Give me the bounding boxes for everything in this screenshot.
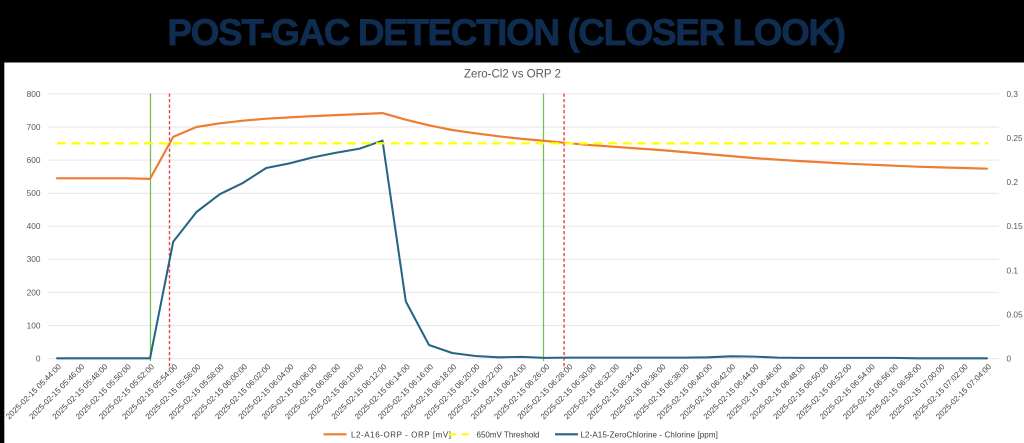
svg-text:700: 700 bbox=[27, 122, 41, 132]
svg-text:600: 600 bbox=[27, 155, 41, 165]
svg-text:0.05: 0.05 bbox=[1007, 309, 1024, 319]
svg-text:0: 0 bbox=[36, 354, 41, 364]
svg-text:0.25: 0.25 bbox=[1007, 133, 1024, 143]
svg-text:0.15: 0.15 bbox=[1007, 221, 1024, 231]
svg-text:0.1: 0.1 bbox=[1007, 265, 1019, 275]
svg-text:500: 500 bbox=[27, 188, 41, 198]
svg-text:POST-GAC DETECTION (CLOSER LOO: POST-GAC DETECTION (CLOSER LOOK) bbox=[167, 12, 844, 53]
svg-text:100: 100 bbox=[27, 320, 41, 330]
svg-text:200: 200 bbox=[27, 287, 41, 297]
svg-text:0.2: 0.2 bbox=[1007, 177, 1019, 187]
svg-text:Zero-Cl2 vs ORP 2: Zero-Cl2 vs ORP 2 bbox=[464, 69, 561, 81]
svg-text:0.3: 0.3 bbox=[1007, 89, 1019, 99]
svg-text:400: 400 bbox=[27, 221, 41, 231]
svg-text:L2-A15-ZeroChlorine - Chlorine: L2-A15-ZeroChlorine - Chlorine [ppm] bbox=[581, 430, 718, 439]
svg-text:650mV Threshold: 650mV Threshold bbox=[477, 430, 540, 439]
svg-text:0: 0 bbox=[1007, 354, 1012, 364]
svg-text:300: 300 bbox=[27, 254, 41, 264]
svg-text:L2-A16-ORP - ORP [mV]: L2-A16-ORP - ORP [mV] bbox=[351, 430, 452, 439]
svg-text:800: 800 bbox=[27, 89, 41, 99]
